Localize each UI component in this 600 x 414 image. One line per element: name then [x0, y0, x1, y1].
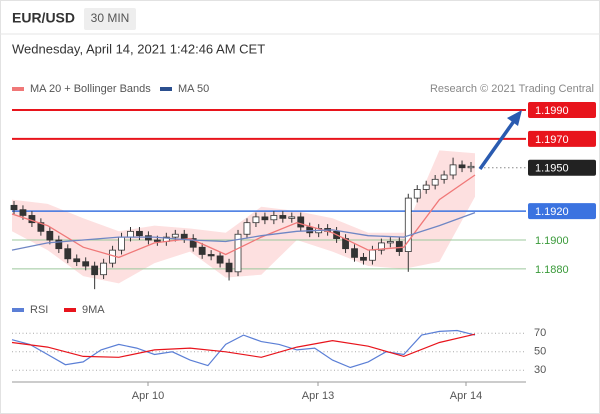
candle-body [10, 204, 18, 211]
candle-body [153, 239, 161, 242]
candle-body [297, 216, 305, 228]
credit: Research © 2021 Trading Central [430, 83, 594, 95]
candle-body [136, 230, 143, 237]
candle-body [377, 242, 385, 251]
candle-body [207, 254, 215, 257]
candle-body [288, 216, 296, 219]
candle-body [189, 238, 197, 248]
candle-body [261, 216, 269, 221]
y-tick-label: 50 [534, 346, 546, 358]
symbol: EUR/USD [12, 10, 75, 26]
candle-body [270, 215, 278, 221]
ma-line [11, 174, 476, 259]
candle-body [145, 235, 152, 241]
y-tick-label: 30 [534, 364, 546, 376]
x-tick-label: Apr 14 [450, 390, 482, 402]
level-label: 1.1920 [535, 206, 569, 218]
arrow-shaft [478, 119, 516, 171]
indicator-line [11, 333, 476, 358]
candle-body [198, 246, 206, 255]
y-tick-label: 70 [534, 327, 546, 339]
legend-label: MA 20 + Bollinger Bands [30, 83, 151, 95]
candle-body [127, 230, 134, 238]
ma-line [11, 211, 476, 251]
interval[interactable]: 30 MIN [91, 11, 130, 25]
candle-body [369, 249, 376, 261]
candle-body [46, 230, 54, 241]
candle-body [171, 233, 179, 238]
candle-body [252, 216, 260, 224]
legend-label: RSI [30, 304, 48, 316]
candle-body [225, 262, 233, 273]
x-tick-label: Apr 13 [302, 390, 334, 402]
candle-body [55, 239, 63, 250]
candle-body [431, 178, 439, 186]
candle-body [243, 222, 251, 235]
candle-body [64, 248, 72, 260]
level-label: 1.1880 [535, 264, 569, 276]
candle-body [360, 256, 367, 261]
candle-body [440, 174, 448, 180]
candle-body [395, 241, 403, 252]
candle-body [422, 184, 430, 190]
level-box [528, 203, 596, 220]
interval-badge[interactable] [84, 8, 136, 30]
candle-body [351, 248, 358, 258]
level-label: 1.1900 [535, 235, 569, 247]
level-label: 1.1970 [535, 134, 569, 146]
candle-body [386, 241, 394, 244]
candle-body [118, 236, 125, 251]
level-label: 1.1950 [535, 163, 569, 175]
candle-body [73, 258, 81, 263]
candle-body [413, 189, 421, 199]
datetime: Wednesday, April 14, 2021 1:42:46 AM CET [12, 41, 265, 56]
candle-body [458, 164, 466, 169]
candle-body [216, 255, 224, 264]
arrow-head [507, 110, 522, 126]
candle-body [279, 215, 287, 219]
level-box [528, 130, 596, 147]
candle-body [180, 233, 188, 239]
level-box [528, 159, 596, 176]
level-label: 1.1990 [535, 105, 569, 117]
candle-body [467, 165, 475, 169]
arrow [478, 110, 522, 171]
candle-body [91, 265, 99, 276]
x-tick-label: Apr 10 [132, 390, 164, 402]
candle-body [404, 197, 412, 252]
bollinger-band [12, 150, 475, 284]
candle-body [82, 261, 90, 267]
legend-label: 9MA [82, 304, 105, 316]
indicator-line [11, 329, 476, 369]
legend-label: MA 50 [178, 83, 209, 95]
level-box [528, 101, 596, 118]
candle-body [234, 233, 242, 273]
candle-body [306, 226, 314, 234]
candle-body [449, 164, 457, 176]
candle-body [19, 209, 27, 216]
candle-body [100, 262, 108, 276]
candle-body [37, 222, 45, 232]
